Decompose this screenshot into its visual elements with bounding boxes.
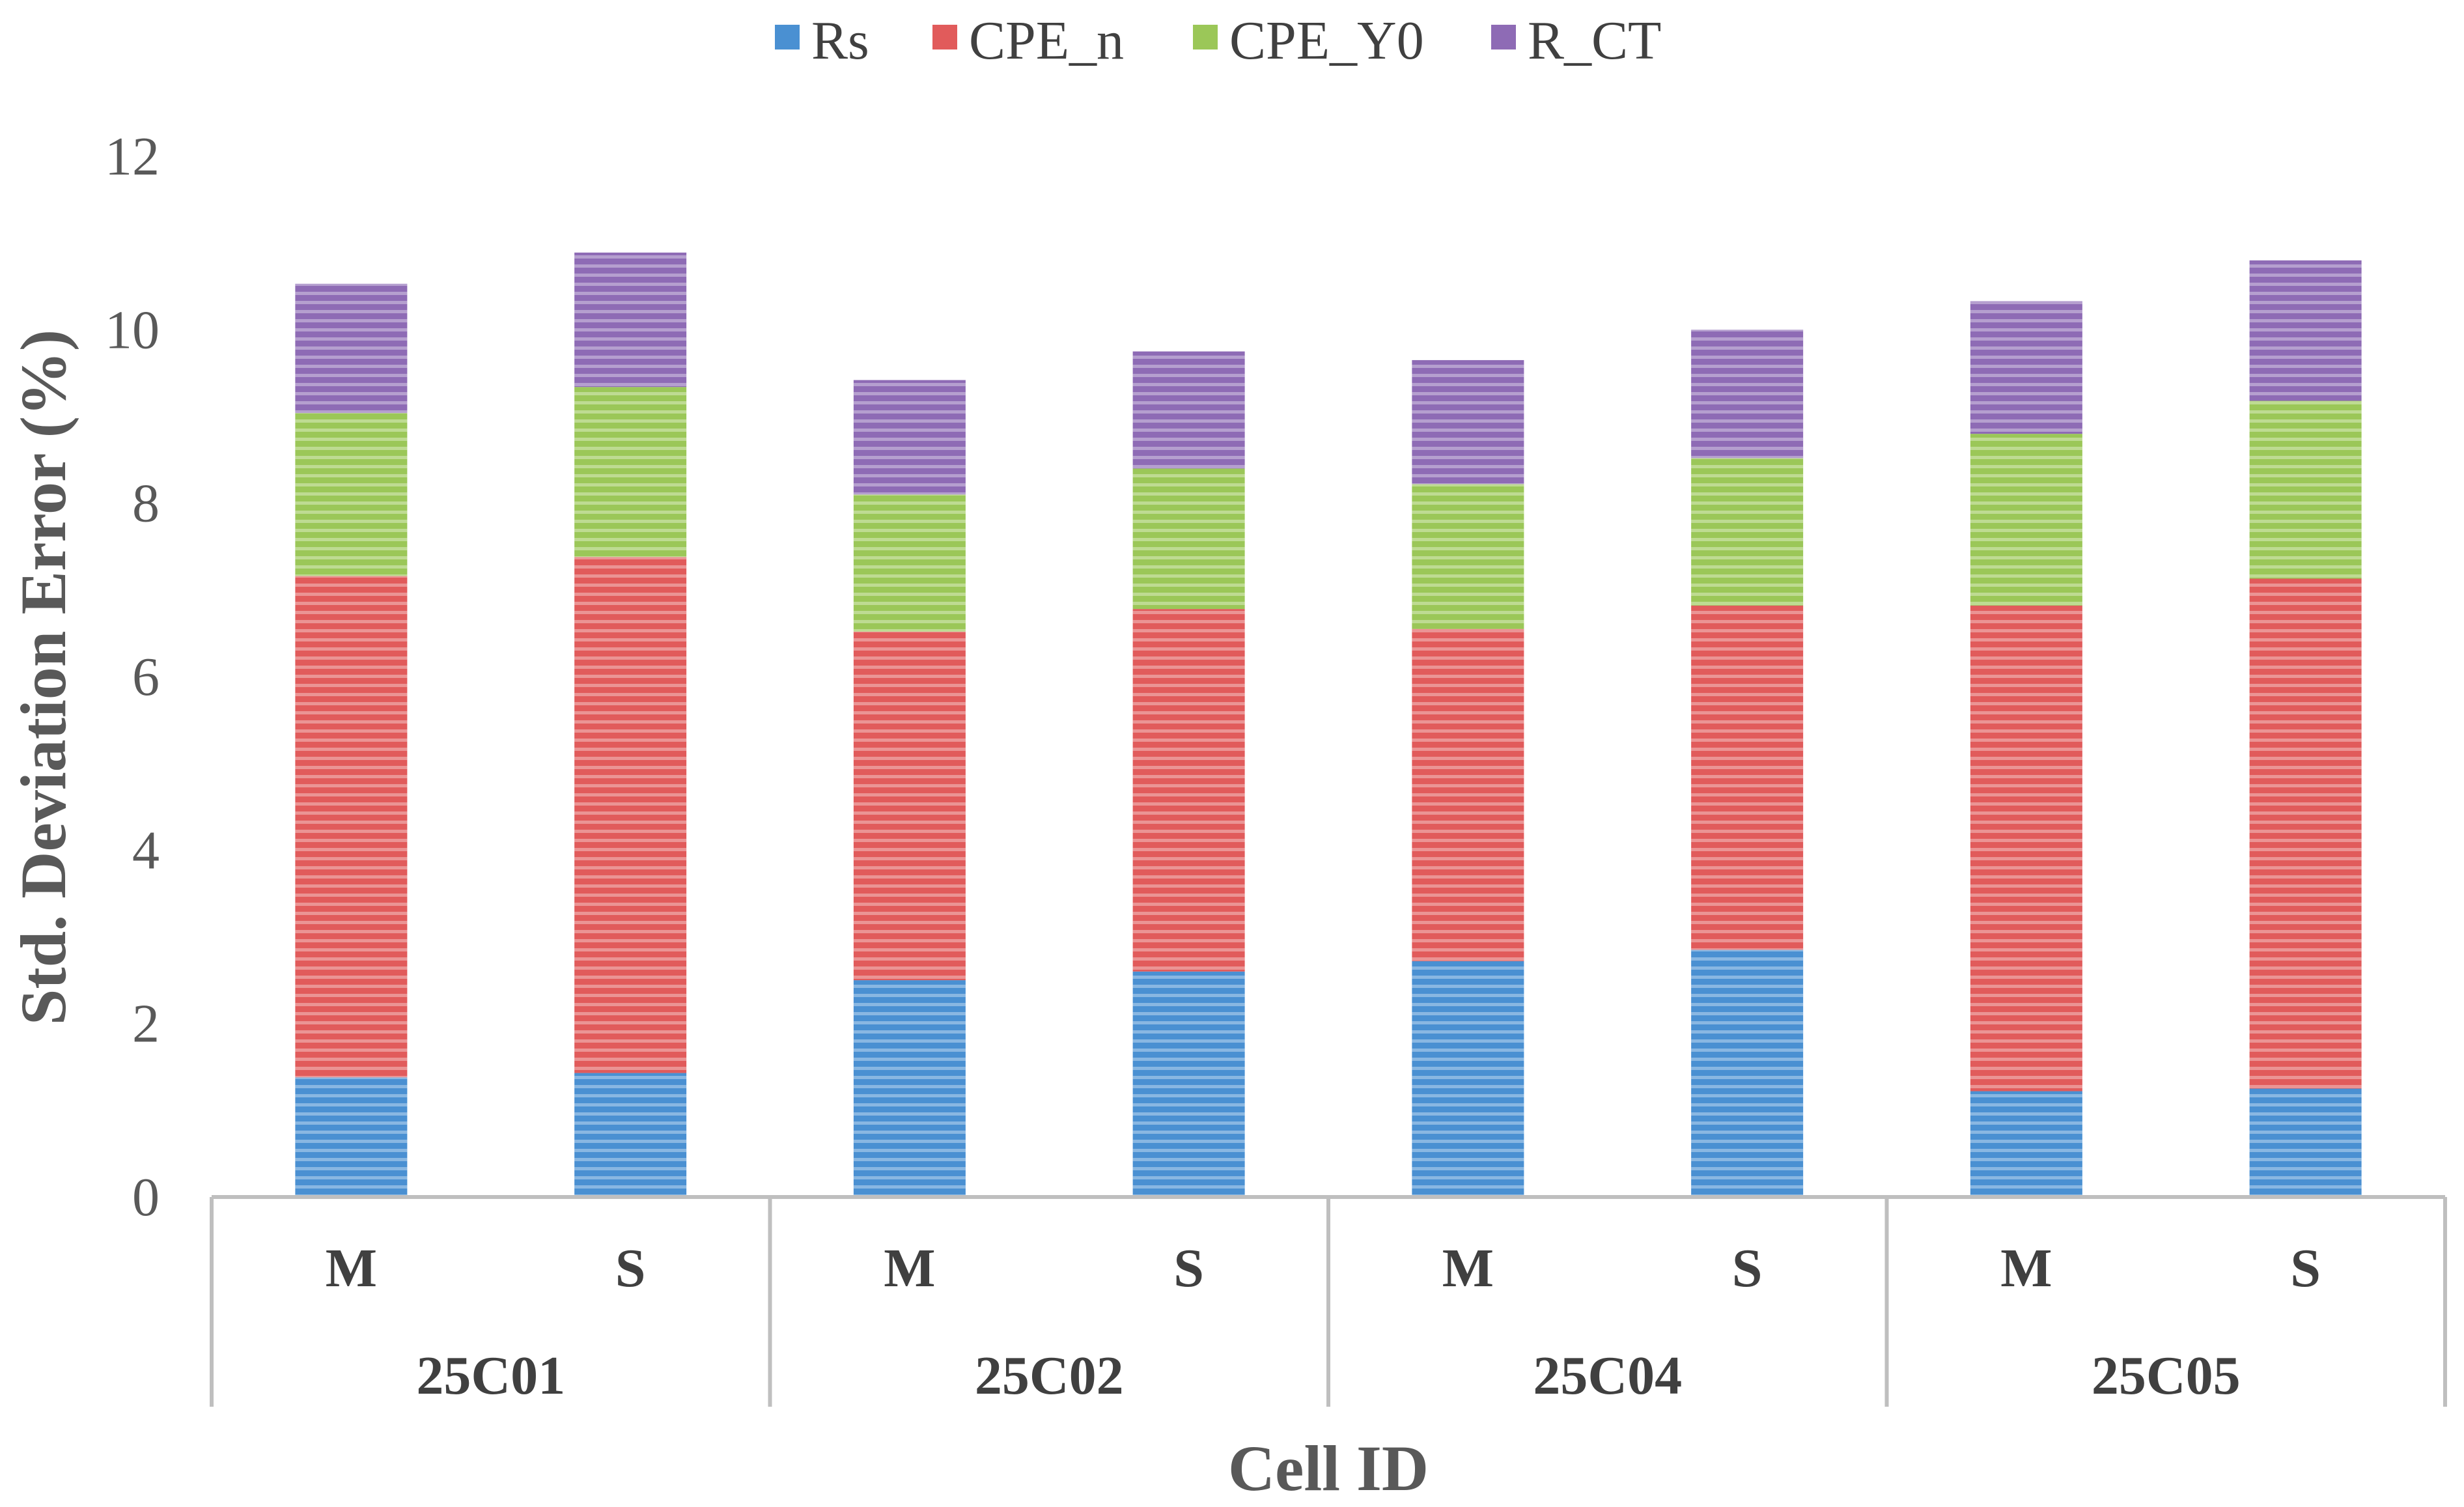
legend-label-rs: Rs xyxy=(811,10,869,71)
legend-item-r-ct: R_CT xyxy=(1491,10,1661,71)
bar-r-ct-texture xyxy=(574,252,687,387)
bar-cpe-n-texture xyxy=(574,557,687,1073)
bar-r-ct-texture xyxy=(853,380,966,495)
y-tick-label: 0 xyxy=(132,1167,160,1228)
bar-cpe-y0-texture xyxy=(574,387,687,557)
bar-rs-texture xyxy=(1691,950,1804,1197)
x-axis-title: Cell ID xyxy=(1228,1432,1429,1504)
bar-cpe-n-texture xyxy=(1691,605,1804,950)
x-tick-label: M xyxy=(1442,1238,1494,1299)
bar-r-ct-texture xyxy=(1970,301,2082,434)
x-tick-label: S xyxy=(615,1238,646,1299)
y-tick-label: 4 xyxy=(132,820,160,880)
bar-rs-texture xyxy=(574,1073,687,1197)
bar-cpe-n-texture xyxy=(295,576,408,1078)
legend-item-rs: Rs xyxy=(775,10,869,71)
y-tick-label: 2 xyxy=(132,994,160,1054)
legend-label-cpe-n: CPE_n xyxy=(969,10,1124,71)
bar-cpe-y0-texture xyxy=(1970,434,2082,606)
x-tick-label: S xyxy=(2290,1238,2321,1299)
group-label: 25C01 xyxy=(416,1345,565,1406)
bar-r-ct-texture xyxy=(2249,260,2362,401)
y-tick-label: 12 xyxy=(105,126,160,187)
bar-r-ct-texture xyxy=(1412,359,1524,485)
bar-rs-texture xyxy=(1970,1091,2082,1197)
legend-swatch-rs xyxy=(775,25,800,49)
bar-rs-texture xyxy=(2249,1088,2362,1197)
bar-cpe-y0-texture xyxy=(1412,484,1524,629)
x-tick-label: M xyxy=(326,1238,377,1299)
bar-cpe-n-texture xyxy=(1412,628,1524,961)
y-axis-ticks: 0 2 4 6 8 10 12 xyxy=(105,126,160,1228)
bar-rs-texture xyxy=(1132,971,1245,1197)
legend-item-cpe-y0: CPE_Y0 xyxy=(1193,10,1424,71)
group-label: 25C02 xyxy=(975,1345,1124,1406)
bar-r-ct-texture xyxy=(1691,330,1804,458)
bar-cpe-n-texture xyxy=(2249,578,2362,1089)
category-axis xyxy=(210,1195,2447,1407)
bar-cpe-y0-texture xyxy=(2249,401,2362,579)
bar-rs-texture xyxy=(853,980,966,1197)
bar-cpe-y0-texture xyxy=(853,494,966,632)
legend-swatch-cpe-y0 xyxy=(1193,25,1218,49)
legend-item-cpe-n: CPE_n xyxy=(932,10,1124,71)
x-tick-label: M xyxy=(884,1238,935,1299)
bar-cpe-n-texture xyxy=(1970,605,2082,1092)
bar-cpe-y0-texture xyxy=(295,413,408,576)
y-tick-label: 8 xyxy=(132,473,160,534)
y-tick-label: 6 xyxy=(132,647,160,707)
legend-swatch-r-ct xyxy=(1491,25,1516,49)
bar-cpe-n-texture xyxy=(1132,609,1245,972)
bar-cpe-y0-texture xyxy=(1691,458,1804,606)
y-axis-title: Std. Deviation Error (%) xyxy=(7,330,79,1025)
bar-cpe-n-texture xyxy=(853,631,966,981)
x-tick-label: S xyxy=(1173,1238,1204,1299)
bar-r-ct-texture xyxy=(1132,351,1245,469)
bar-cpe-y0-texture xyxy=(1132,468,1245,610)
bar-rs-texture xyxy=(295,1077,408,1197)
legend-label-r-ct: R_CT xyxy=(1528,10,1661,71)
legend-swatch-cpe-n xyxy=(932,25,957,49)
bars xyxy=(295,252,2362,1197)
y-tick-label: 10 xyxy=(105,300,160,360)
x-tick-label: S xyxy=(1732,1238,1763,1299)
x-tick-label: M xyxy=(2000,1238,2052,1299)
bar-r-ct-texture xyxy=(295,283,408,414)
legend: Rs CPE_n CPE_Y0 R_CT xyxy=(775,10,1661,71)
bar-rs-texture xyxy=(1412,961,1524,1197)
group-label: 25C05 xyxy=(2092,1345,2241,1406)
legend-label-cpe-y0: CPE_Y0 xyxy=(1229,10,1424,71)
group-label: 25C04 xyxy=(1533,1345,1682,1406)
category-labels: M S M S M S M S 25C01 25C02 25C04 25C05 xyxy=(326,1238,2321,1406)
